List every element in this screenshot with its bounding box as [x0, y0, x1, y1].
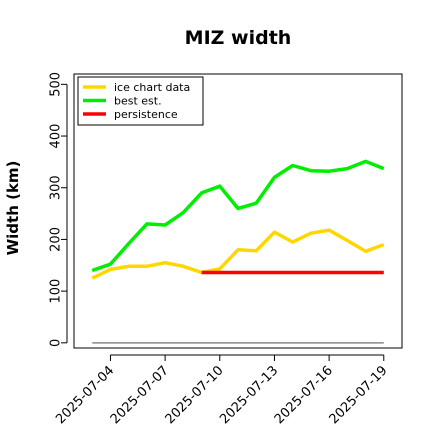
- y-tick-label: 100: [49, 279, 64, 304]
- chart-title: MIZ width: [185, 27, 292, 49]
- plot-area: [91, 159, 385, 344]
- y-tick-label: 500: [49, 72, 64, 97]
- y-tick-label: 200: [49, 227, 64, 252]
- y-tick-label: 0: [49, 339, 64, 347]
- y-axis-label: Width (km): [4, 161, 22, 256]
- legend-label: ice chart data: [114, 81, 190, 94]
- y-tick-label: 300: [49, 175, 64, 200]
- plot-frame: [73, 73, 403, 349]
- x-tick-label: 2025-07-19: [327, 363, 391, 427]
- series-line-ice-chart-data: [91, 228, 385, 280]
- legend-label: best est.: [114, 95, 162, 108]
- series-line-best-est: [91, 159, 385, 273]
- legend-label: persistence: [114, 108, 178, 121]
- y-tick-label: 400: [49, 124, 64, 149]
